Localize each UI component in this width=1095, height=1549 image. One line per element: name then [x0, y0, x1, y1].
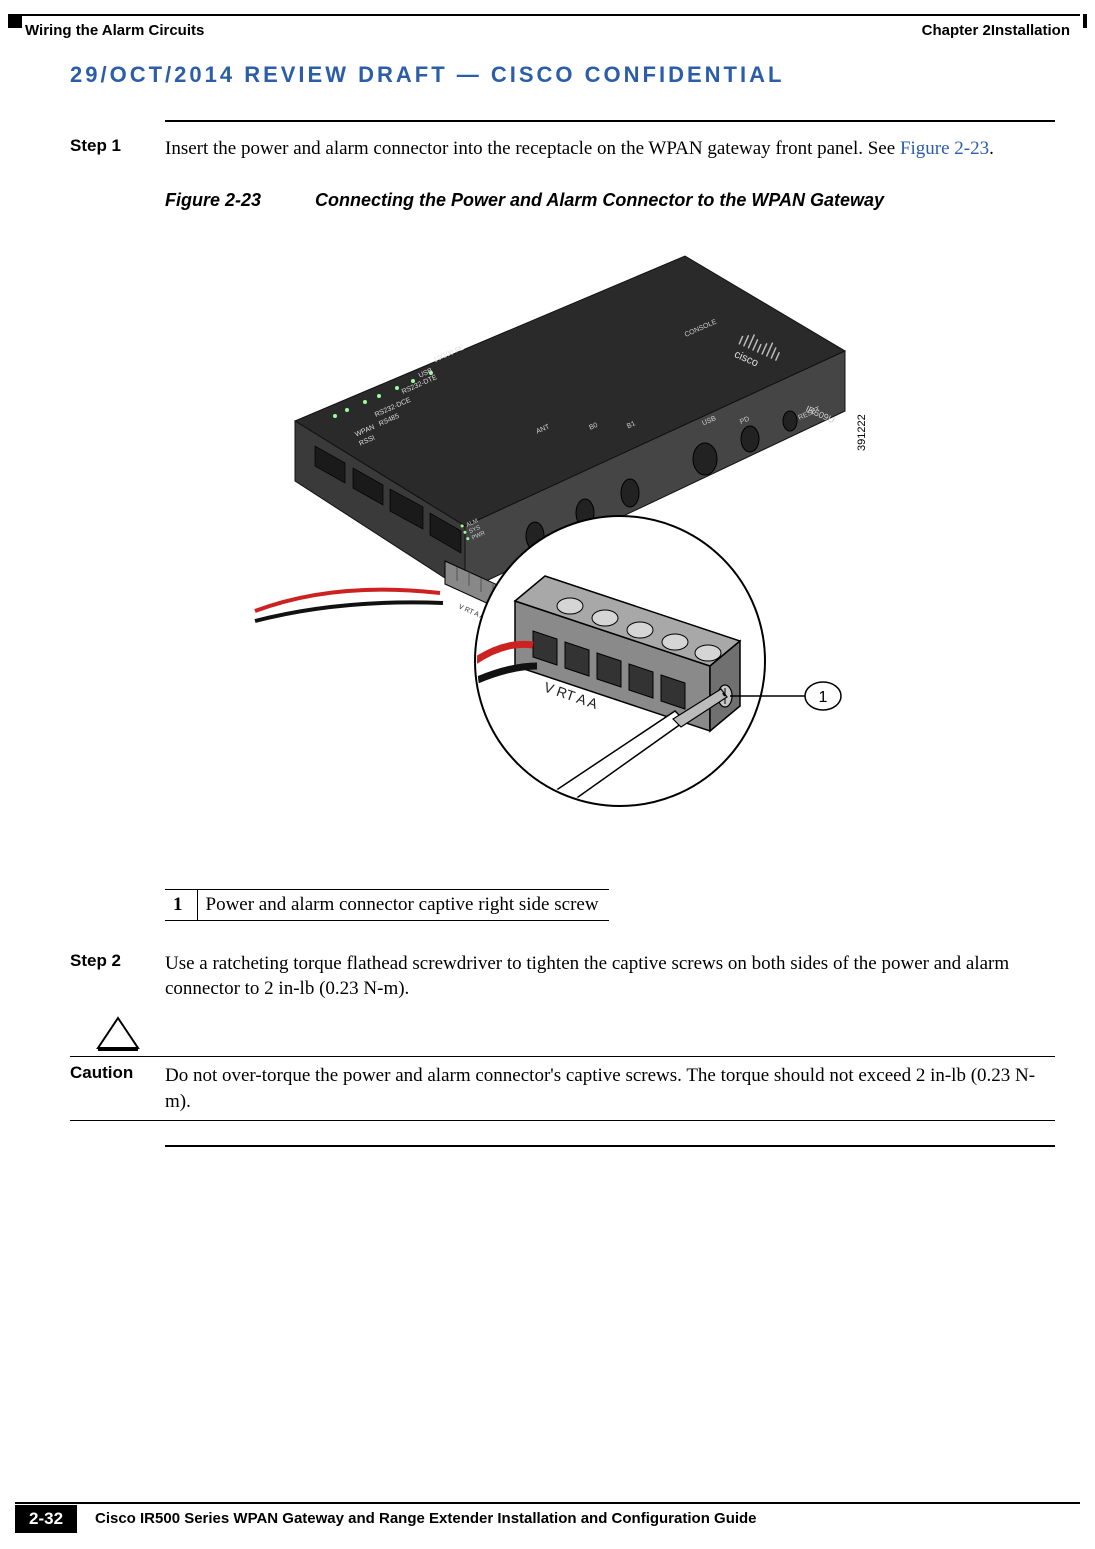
- step-1-text: Insert the power and alarm connector int…: [165, 136, 994, 162]
- section-title: Wiring the Alarm Circuits: [25, 22, 204, 39]
- caution-icon-row: [70, 1016, 1055, 1052]
- header-rule: [15, 14, 1080, 16]
- figure-caption: Figure 2-23Connecting the Power and Alar…: [165, 190, 1055, 211]
- step-1-label: Step 1: [70, 136, 165, 162]
- chapter-label: Chapter 2: [922, 22, 991, 39]
- procedure-start-rule: [165, 120, 1055, 122]
- step-2-text: Use a ratcheting torque flathead screwdr…: [165, 951, 1055, 1002]
- wire-black: [255, 602, 443, 621]
- figure-part-id: 391222: [856, 414, 868, 451]
- figure-illustration: WPAN RSSI RS232-DCE RS485 RS232-DTE USB …: [165, 221, 885, 861]
- caution-text: Do not over-torque the power and alarm c…: [165, 1063, 1055, 1114]
- footer-rule: [15, 1502, 1080, 1504]
- figure-xref: Figure 2-23: [900, 138, 989, 159]
- step-1-text-after: .: [989, 138, 994, 159]
- footer-doc-title: Cisco IR500 Series WPAN Gateway and Rang…: [95, 1510, 1080, 1527]
- callout-bubble: 1: [805, 682, 841, 710]
- caution-label: Caution: [70, 1063, 165, 1114]
- chapter-info: Chapter 2Installation: [922, 22, 1070, 39]
- figure-svg: WPAN RSSI RS232-DCE RS485 RS232-DTE USB …: [165, 221, 885, 861]
- callout-reference-table: 1 Power and alarm connector captive righ…: [165, 889, 609, 921]
- header-marker-right: [1083, 14, 1087, 28]
- callout-key: 1: [165, 889, 197, 920]
- header-marker-left: [8, 14, 22, 28]
- caution-block: Caution Do not over-torque the power and…: [70, 1056, 1055, 1121]
- wire-red: [255, 589, 440, 610]
- caution-icon: [96, 1016, 140, 1052]
- callout-desc: Power and alarm connector captive right …: [197, 889, 609, 920]
- procedure-end-rule: [165, 1145, 1055, 1147]
- running-header: Wiring the Alarm Circuits Chapter 2Insta…: [25, 22, 1070, 39]
- table-row: 1 Power and alarm connector captive righ…: [165, 889, 609, 920]
- step-1: Step 1 Insert the power and alarm connec…: [70, 136, 1055, 162]
- step-2: Step 2 Use a ratcheting torque flathead …: [70, 951, 1055, 1002]
- page-number: 2-32: [15, 1505, 77, 1533]
- page: Wiring the Alarm Circuits Chapter 2Insta…: [0, 0, 1095, 1549]
- chapter-title: Installation: [991, 22, 1070, 39]
- figure-title: Connecting the Power and Alarm Connector…: [315, 190, 884, 210]
- content-area: Step 1 Insert the power and alarm connec…: [70, 120, 1055, 1147]
- step-2-label: Step 2: [70, 951, 165, 1002]
- footer: Cisco IR500 Series WPAN Gateway and Rang…: [15, 1502, 1080, 1527]
- figure-number: Figure 2-23: [165, 190, 315, 211]
- step-1-text-before: Insert the power and alarm connector int…: [165, 138, 900, 159]
- caution-icon-col: [70, 1016, 165, 1052]
- callout-number: 1: [819, 689, 828, 706]
- draft-banner: 29/OCT/2014 REVIEW DRAFT — CISCO CONFIDE…: [70, 62, 784, 88]
